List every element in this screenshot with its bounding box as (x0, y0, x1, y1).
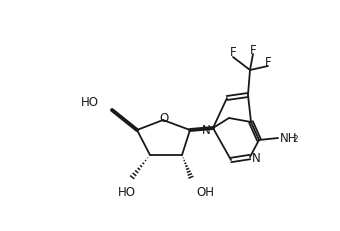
Text: F: F (230, 46, 236, 60)
Text: OH: OH (196, 185, 214, 198)
Text: F: F (265, 55, 271, 69)
Text: NH: NH (280, 131, 298, 145)
Text: HO: HO (118, 185, 136, 198)
Text: N: N (202, 124, 210, 137)
Text: O: O (159, 112, 169, 125)
Text: 2: 2 (292, 136, 298, 145)
Text: N: N (252, 152, 260, 165)
Text: HO: HO (81, 97, 99, 109)
Text: F: F (250, 43, 256, 57)
